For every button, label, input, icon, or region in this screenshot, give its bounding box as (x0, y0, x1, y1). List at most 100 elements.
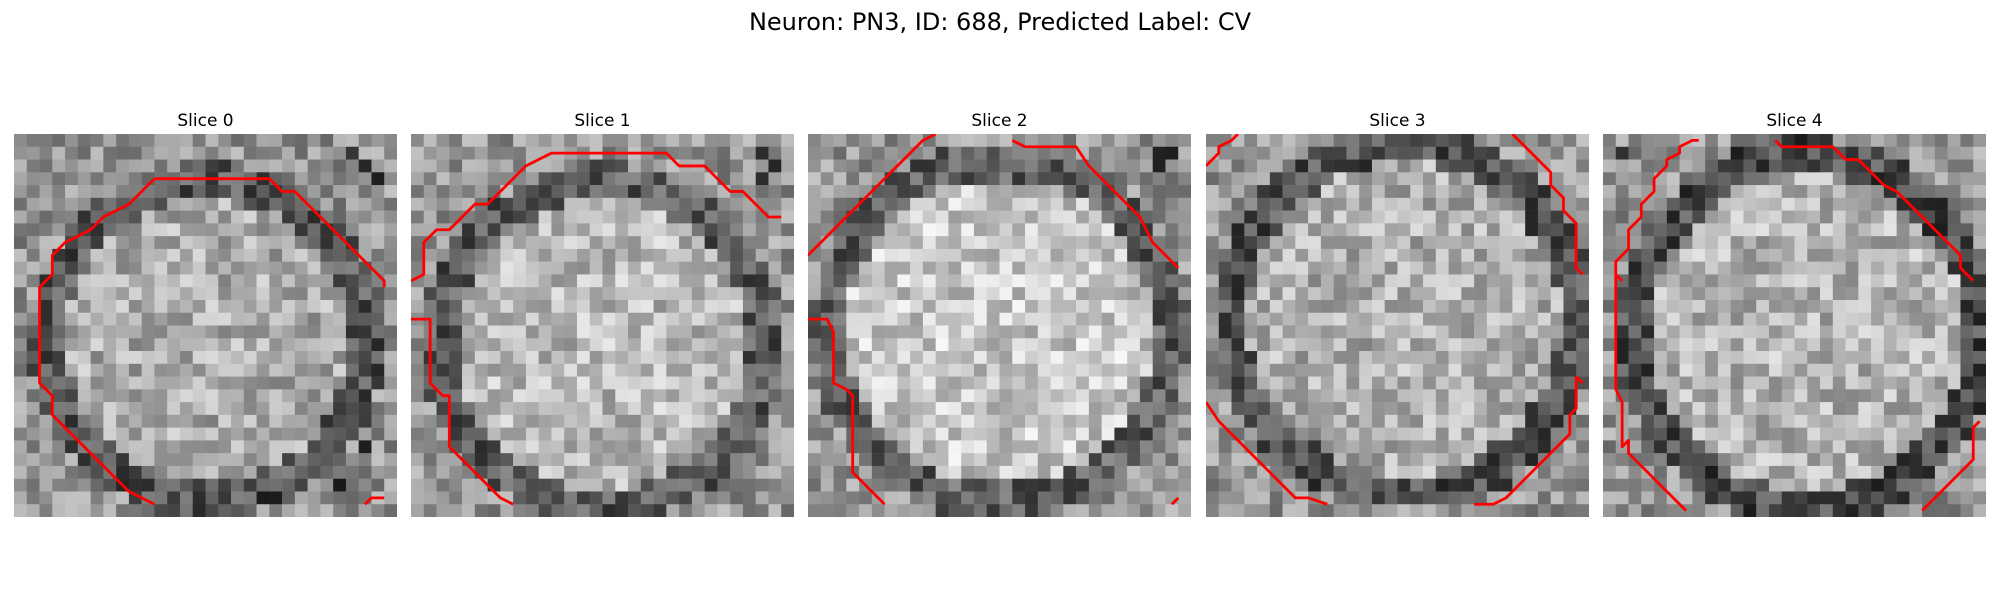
image-pixel (1178, 402, 1191, 416)
image-pixel (320, 172, 334, 186)
image-pixel (77, 402, 91, 416)
image-pixel (1410, 338, 1424, 352)
image-pixel (1025, 312, 1039, 326)
image-pixel (1269, 210, 1283, 224)
image-pixel (1525, 312, 1539, 326)
image-pixel (525, 185, 539, 199)
image-pixel (1114, 274, 1128, 288)
image-pixel (1730, 376, 1744, 390)
image-pixel (52, 185, 66, 199)
image-pixel (1308, 146, 1322, 160)
image-pixel (1206, 338, 1220, 352)
image-pixel (513, 134, 527, 148)
image-pixel (282, 478, 296, 492)
image-pixel (1512, 146, 1526, 160)
image-pixel (820, 504, 834, 517)
image-pixel (1269, 363, 1283, 377)
image-pixel (449, 172, 463, 186)
image-pixel (691, 261, 705, 275)
image-pixel (653, 312, 667, 326)
image-pixel (1832, 185, 1846, 199)
image-pixel (576, 478, 590, 492)
image-pixel (1871, 376, 1885, 390)
image-pixel (1537, 427, 1551, 441)
image-pixel (833, 325, 847, 339)
image-pixel (910, 389, 924, 403)
image-pixel (1947, 491, 1961, 505)
image-pixel (1165, 287, 1179, 301)
image-pixel (1231, 363, 1245, 377)
image-pixel (1909, 376, 1923, 390)
image-pixel (742, 338, 756, 352)
image-pixel (1050, 159, 1064, 173)
image-pixel (1037, 146, 1051, 160)
image-pixel (1410, 261, 1424, 275)
image-pixel (1231, 376, 1245, 390)
image-pixel (333, 287, 347, 301)
image-pixel (487, 236, 501, 250)
image-pixel (1371, 465, 1385, 479)
image-pixel (525, 363, 539, 377)
image-pixel (615, 210, 629, 224)
image-pixel (1922, 146, 1936, 160)
image-pixel (589, 414, 603, 428)
image-pixel (411, 210, 425, 224)
image-pixel (871, 414, 885, 428)
image-pixel (1346, 402, 1360, 416)
image-pixel (1320, 478, 1334, 492)
image-pixel (411, 146, 425, 160)
image-pixel (935, 402, 949, 416)
image-pixel (307, 287, 321, 301)
image-pixel (1730, 146, 1744, 160)
image-pixel (551, 236, 565, 250)
image-pixel (269, 248, 283, 262)
slice-panel-0: Slice 0 (14, 108, 397, 517)
image-pixel (1909, 146, 1923, 160)
image-pixel (948, 504, 962, 517)
image-pixel (436, 299, 450, 313)
image-pixel (1909, 236, 1923, 250)
image-pixel (1371, 440, 1385, 454)
image-pixel (179, 504, 193, 517)
image-pixel (1576, 338, 1589, 352)
image-pixel (1743, 146, 1757, 160)
image-pixel (1615, 159, 1629, 173)
image-pixel (781, 453, 794, 467)
image-pixel (1050, 146, 1064, 160)
image-pixel (1909, 312, 1923, 326)
image-pixel (77, 134, 91, 148)
image-pixel (474, 312, 488, 326)
image-pixel (1461, 491, 1475, 505)
image-pixel (1807, 159, 1821, 173)
contour-line (1511, 134, 1584, 276)
image-pixel (320, 465, 334, 479)
image-pixel (1012, 478, 1026, 492)
image-pixel (141, 351, 155, 365)
image-pixel (1973, 478, 1986, 492)
image-pixel (1717, 197, 1731, 211)
image-pixel (1206, 223, 1220, 237)
image-pixel (1845, 146, 1859, 160)
image-pixel (781, 389, 794, 403)
image-pixel (846, 312, 860, 326)
image-pixel (65, 248, 79, 262)
image-pixel (1768, 236, 1782, 250)
image-pixel (500, 453, 514, 467)
image-pixel (39, 197, 53, 211)
image-pixel (345, 414, 359, 428)
image-pixel (1244, 185, 1258, 199)
image-pixel (1320, 504, 1334, 517)
image-pixel (1934, 453, 1948, 467)
image-pixel (65, 299, 79, 313)
image-pixel (1743, 210, 1757, 224)
image-pixel (922, 172, 936, 186)
image-pixel (1088, 440, 1102, 454)
image-pixel (487, 248, 501, 262)
image-pixel (781, 363, 794, 377)
image-pixel (116, 134, 130, 148)
image-pixel (742, 440, 756, 454)
image-pixel (1333, 185, 1347, 199)
image-pixel (345, 287, 359, 301)
image-pixel (1127, 427, 1141, 441)
image-pixel (1178, 414, 1191, 428)
